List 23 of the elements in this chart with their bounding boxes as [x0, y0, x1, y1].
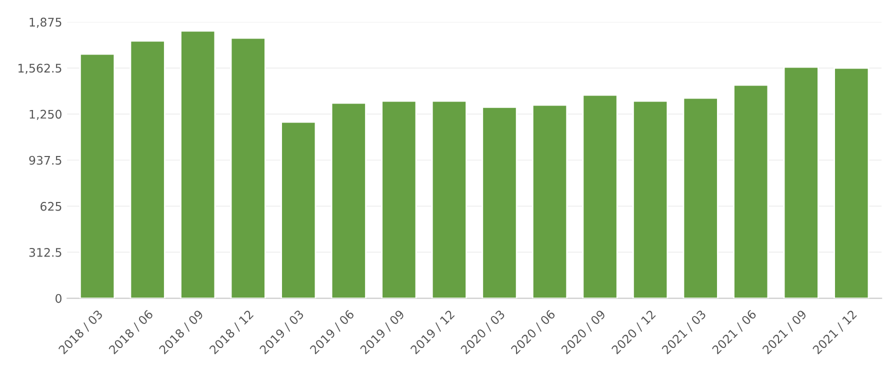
bar: [130, 40, 166, 298]
bar: [532, 104, 568, 298]
y-tick-label: 0: [56, 294, 62, 303]
bar: [330, 102, 366, 298]
bar: [582, 94, 618, 298]
y-tick-label: 1,250: [30, 110, 62, 120]
y-tick-label: 937.5: [29, 156, 62, 165]
bar: [482, 106, 518, 298]
bar: [632, 100, 668, 298]
bar: [834, 67, 870, 298]
y-tick-label: 625: [40, 202, 62, 211]
bar: [682, 97, 718, 298]
bar: [80, 53, 116, 298]
bar: [431, 100, 467, 298]
bar: [180, 30, 216, 298]
bar: [280, 121, 316, 298]
y-tick-label: 312.5: [29, 248, 62, 257]
y-tick-label: 1,875: [30, 18, 62, 28]
bar: [381, 100, 417, 298]
y-tick-label: 1,562.5: [18, 64, 62, 74]
bar: [733, 84, 769, 298]
bar: [783, 66, 819, 298]
bar: [230, 37, 266, 298]
